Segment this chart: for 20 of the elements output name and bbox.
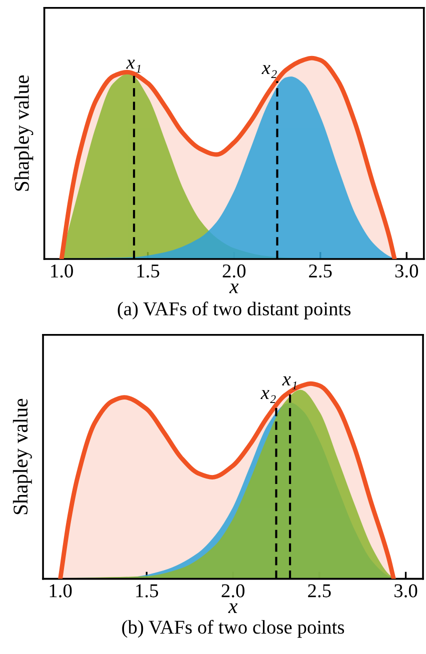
x-tick-label: 1.0 bbox=[51, 264, 73, 278]
ref-line-label: x₂ bbox=[262, 65, 277, 78]
x-axis-title: x bbox=[228, 603, 238, 613]
y-axis-title: Shapley value bbox=[14, 75, 34, 191]
x-tick-label: 1.5 bbox=[137, 264, 160, 278]
x-tick-label: 2.5 bbox=[308, 584, 331, 598]
x-tick-label: 3.0 bbox=[394, 584, 418, 598]
x-tick-label: 1.5 bbox=[136, 584, 158, 598]
ref-line-label: x₁ bbox=[282, 376, 296, 390]
x-tick-label: 1.0 bbox=[50, 584, 72, 598]
x-tick-label: 2.0 bbox=[222, 264, 246, 278]
text: (a) VAFs of two distant points bbox=[118, 302, 351, 320]
x-tick-label: 2.5 bbox=[309, 264, 332, 278]
text: (b) VAFs of two close points bbox=[122, 620, 344, 638]
ref-line-label: x₁ bbox=[126, 60, 140, 73]
ref-line-label: x₂ bbox=[260, 390, 276, 403]
x-axis-title: x bbox=[229, 284, 239, 294]
x-tick-label: 3.0 bbox=[395, 264, 418, 278]
y-axis-title: Shapley value bbox=[12, 398, 32, 514]
x-tick-label: 2.0 bbox=[222, 584, 244, 598]
